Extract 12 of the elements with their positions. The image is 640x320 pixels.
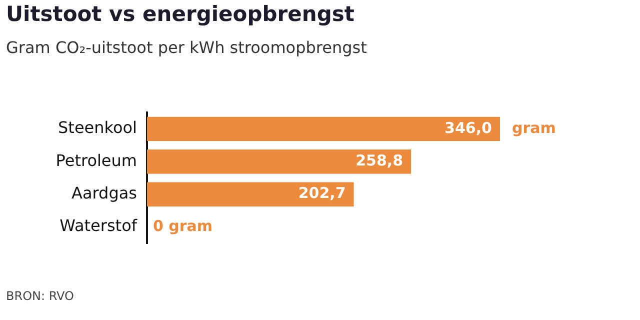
chart-subtitle: Gram CO₂-uitstoot per kWh stroomopbrengst (6, 38, 367, 57)
text: BRON: RVO (6, 289, 74, 303)
data-label: 0 gram (153, 216, 213, 235)
y-tick-label: Steenkool (58, 118, 137, 138)
annotation: gram (512, 118, 556, 137)
data-label: 258,8 (356, 152, 404, 170)
data-label: 346,0 (444, 118, 492, 137)
y-tick-label: Waterstof (60, 216, 138, 236)
y-tick-label: Petroleum (56, 150, 137, 170)
y-tick-label: Aardgas (72, 184, 137, 203)
data-label: 202,7 (298, 184, 346, 202)
chart-title: Uitstoot vs energieopbrengst (6, 2, 354, 26)
